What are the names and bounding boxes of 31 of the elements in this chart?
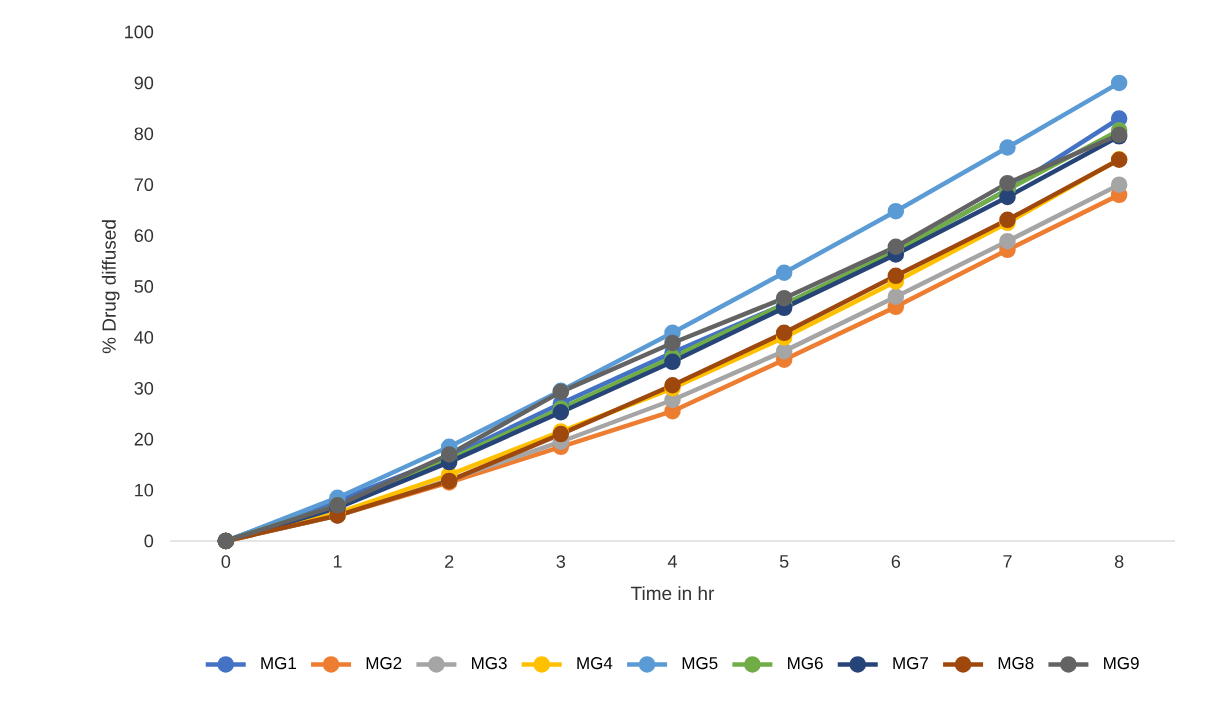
legend-label: MG7 [893, 657, 928, 670]
y-tick-label: 20 [134, 432, 154, 446]
y-tick-label: 40 [134, 331, 154, 344]
y-tick-label: 70 [134, 178, 154, 192]
y-tick-label: 10 [135, 483, 154, 497]
x-tick-label: 2 [445, 555, 454, 568]
x-tick-label: 3 [556, 555, 566, 568]
legend-label: MG5 [682, 657, 718, 670]
y-tick-label: 0 [144, 534, 154, 548]
x-tick-label: 4 [667, 555, 677, 568]
x-tick-label: 5 [779, 555, 789, 568]
x-tick-label: 7 [1003, 555, 1012, 568]
y-axis-title: % Drug diffused [101, 220, 120, 354]
x-tick-label: 1 [333, 555, 342, 568]
legend-label: MG4 [577, 657, 613, 670]
y-tick-label: 80 [134, 127, 154, 141]
legend-label: MG9 [1104, 657, 1139, 670]
legend-label: MG1 [261, 657, 296, 670]
y-tick-label: 50 [134, 280, 154, 293]
legend-label: MG6 [788, 657, 823, 670]
x-tick-label: 8 [1114, 555, 1124, 568]
legend-label: MG3 [472, 657, 507, 670]
y-tick-label: 60 [134, 229, 154, 242]
legend-label: MG2 [366, 657, 402, 670]
y-tick-label: 30 [134, 381, 154, 395]
x-tick-label: 0 [221, 555, 231, 568]
x-axis-title: Time in hr [631, 586, 715, 601]
x-tick-label: 6 [891, 555, 901, 568]
y-tick-label: 100 [125, 25, 154, 39]
legend-label: MG8 [998, 657, 1034, 670]
y-tick-label: 90 [134, 76, 154, 90]
